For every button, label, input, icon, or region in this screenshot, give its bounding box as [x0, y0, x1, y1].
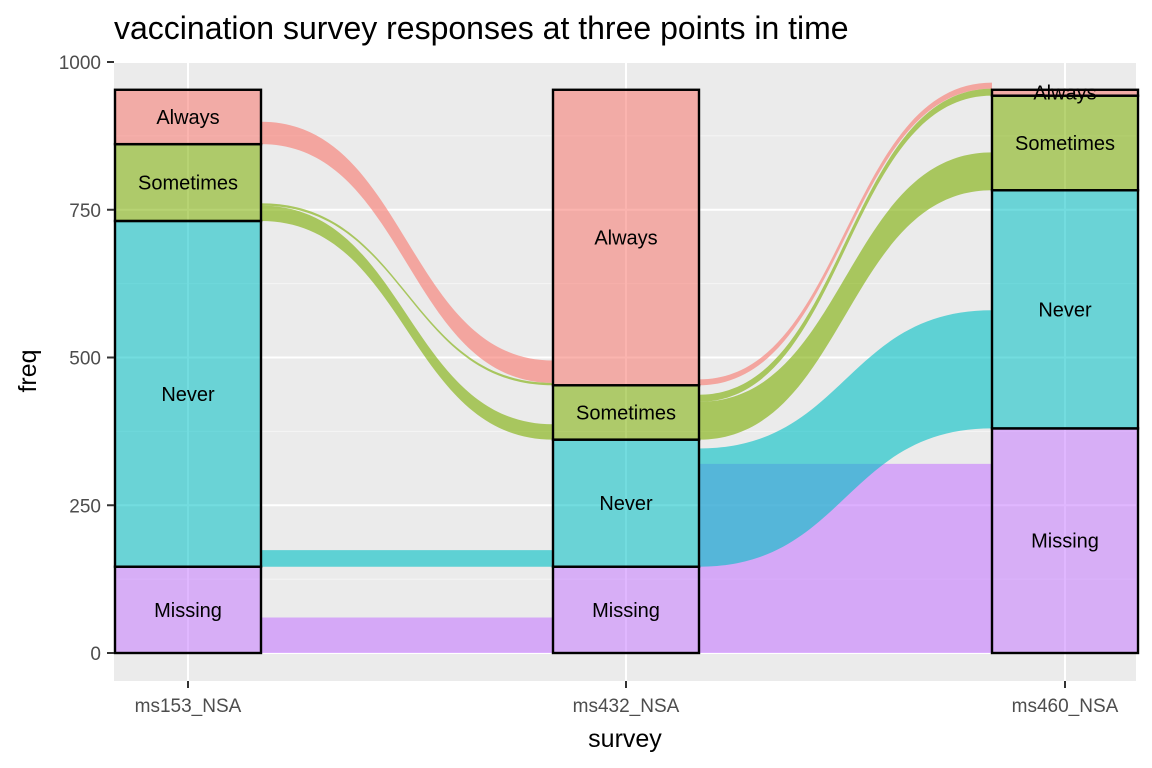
chart-title: vaccination survey responses at three po… [114, 10, 849, 46]
x-tick-label: ms460_NSA [1012, 696, 1119, 717]
stratum-label: Never [599, 493, 653, 515]
stratum-never [551, 438, 701, 568]
x-tick-label: ms432_NSA [573, 696, 680, 717]
stratum-label: Never [161, 384, 215, 406]
stratum-always [990, 88, 1140, 97]
stratum-label: Missing [154, 600, 222, 622]
stratum-always [113, 88, 263, 146]
flow-sometimes-to-always [699, 88, 992, 402]
flow-sometimes-to-sometimes [261, 205, 553, 440]
stratum-label: Missing [1031, 531, 1099, 553]
stratum-missing [113, 565, 263, 655]
flow-sometimes-to-sometimes [699, 152, 992, 440]
stratum-label: Sometimes [1015, 133, 1115, 155]
stratum-label: Never [1038, 299, 1092, 321]
y-tick-label: 0 [90, 644, 101, 665]
stratum-label: Sometimes [576, 402, 676, 424]
x-axis: ms153_NSA ms432_NSA ms460_NSA [135, 681, 1119, 717]
flow-missing-to-missing [261, 617, 553, 653]
stratum-missing [551, 565, 701, 655]
flow-sometimes-to-always [261, 203, 553, 386]
stratum-label: Always [594, 228, 657, 250]
x-tick-label: ms153_NSA [135, 696, 242, 717]
flow-never-to-never [699, 310, 992, 567]
stratum-always [551, 88, 701, 387]
stratum-sometimes [551, 384, 701, 441]
y-tick-label: 250 [69, 496, 101, 517]
x-axis-title: survey [588, 725, 662, 753]
flows [261, 82, 992, 653]
strata: Missing Never Sometimes Always Missing Never S… [113, 83, 1140, 655]
y-tick-label: 750 [69, 201, 101, 222]
flow-never-to-never [261, 550, 553, 567]
stratum-label: Always [156, 107, 219, 129]
stratum-never [990, 189, 1140, 430]
y-tick-label: 1000 [59, 53, 101, 74]
stratum-label: Missing [592, 600, 660, 622]
y-axis-title: freq [14, 349, 42, 392]
stratum-label: Always [1033, 83, 1096, 105]
stratum-never [113, 219, 263, 568]
flow-always-to-always [261, 121, 553, 383]
stratum-label: Sometimes [138, 173, 238, 195]
stratum-missing [990, 427, 1140, 655]
flow-always-to-always [699, 82, 992, 386]
y-tick-label: 500 [69, 349, 101, 370]
stratum-sometimes [990, 94, 1140, 192]
y-axis: 0 250 500 750 1000 [59, 53, 114, 665]
